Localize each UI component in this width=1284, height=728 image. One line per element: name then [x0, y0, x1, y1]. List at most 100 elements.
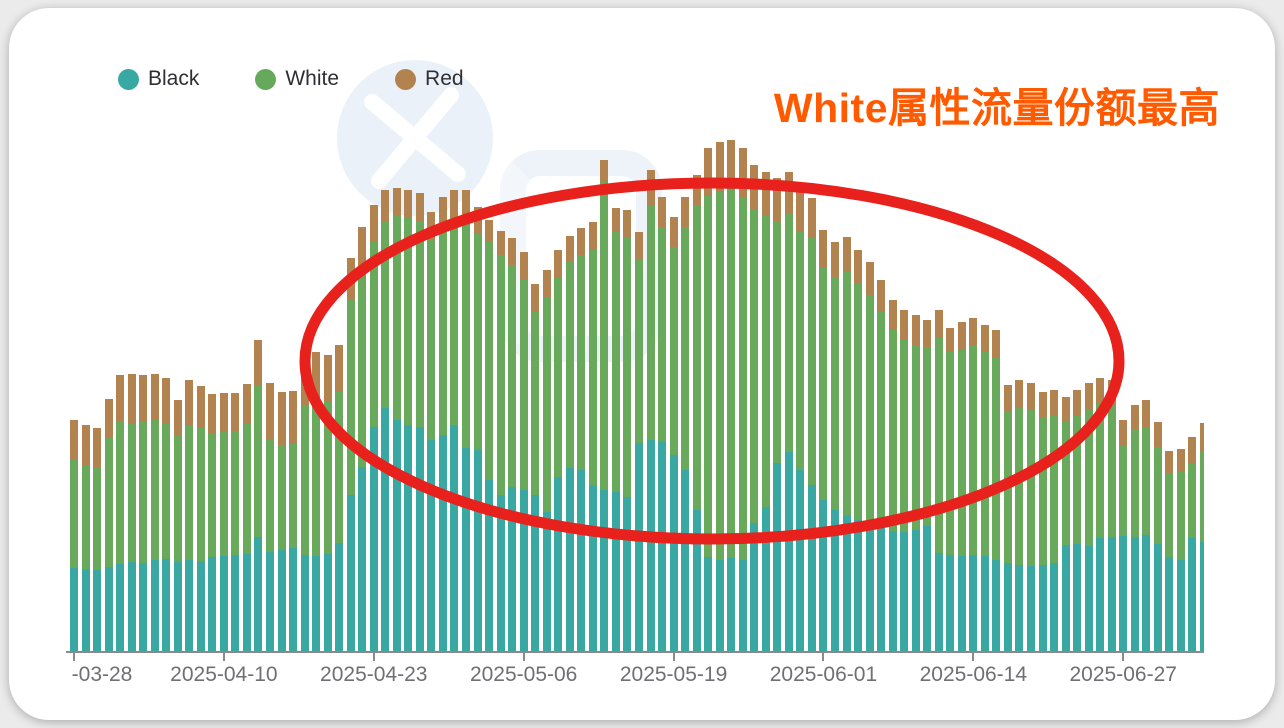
bar	[1176, 449, 1185, 652]
bar	[1119, 420, 1128, 652]
bar	[346, 258, 355, 652]
bar-segment-black	[588, 485, 597, 652]
bar-segment-black	[93, 570, 102, 652]
bar-segment-red	[669, 217, 678, 247]
bar-segment-white	[900, 340, 909, 532]
bar-segment-black	[761, 507, 770, 652]
bar-segment-white	[681, 227, 690, 470]
bar	[231, 393, 240, 652]
bar-segment-white	[104, 437, 113, 567]
bar-segment-black	[830, 510, 839, 652]
x-axis-tick	[822, 653, 825, 661]
bar-segment-white	[450, 217, 459, 425]
bar-segment-black	[600, 490, 609, 652]
legend-item-black[interactable]: Black	[118, 67, 199, 91]
bar-segment-black	[323, 554, 332, 652]
bar-segment-white	[588, 250, 597, 485]
bar-segment-black	[485, 480, 494, 652]
bar	[1130, 405, 1139, 652]
bar-segment-red	[1026, 383, 1035, 410]
bar-segment-white	[392, 216, 401, 420]
bar-segment-white	[1084, 410, 1093, 546]
bar-segment-black	[519, 490, 528, 652]
bar	[519, 252, 528, 652]
bar-segment-red	[704, 148, 713, 196]
bar-segment-black	[1142, 535, 1151, 652]
bar	[427, 212, 436, 652]
bar-segment-black	[462, 448, 471, 652]
bar-segment-black	[185, 560, 194, 652]
bar-segment-white	[150, 420, 159, 560]
bar-segment-red	[1176, 449, 1185, 472]
bar-segment-white	[1119, 445, 1128, 536]
bar-segment-red	[127, 374, 136, 424]
bar-segment-red	[923, 320, 932, 348]
bar-segment-black	[1073, 544, 1082, 652]
bar-segment-red	[116, 375, 125, 422]
bar-segment-white	[1199, 452, 1204, 542]
bar-segment-red	[727, 140, 736, 188]
bar-segment-white	[1096, 404, 1105, 538]
bar	[877, 280, 886, 652]
bar-segment-white	[842, 272, 851, 515]
bar-segment-white	[70, 460, 78, 568]
legend-dot-black-icon	[118, 68, 139, 90]
bar-segment-black	[1165, 557, 1174, 652]
bar	[1188, 437, 1197, 652]
bar-segment-red	[219, 393, 228, 432]
bar-segment-white	[1165, 473, 1174, 557]
bar-segment-black	[923, 526, 932, 652]
bar-segment-white	[496, 255, 505, 495]
annotation-title: White属性流量份额最高	[773, 85, 1220, 131]
bar-segment-black	[289, 548, 298, 652]
bar	[116, 375, 125, 652]
bar-segment-red	[819, 230, 828, 268]
bar-segment-red	[900, 310, 909, 340]
bar-segment-black	[450, 425, 459, 652]
x-axis-tick-label: 2025-05-19	[619, 663, 728, 686]
legend-item-white[interactable]: White	[255, 67, 339, 91]
bar-segment-red	[473, 207, 482, 233]
bar	[254, 340, 263, 652]
bar	[93, 428, 102, 652]
bar-segment-white	[438, 225, 447, 435]
bar-segment-white	[185, 425, 194, 560]
bar-segment-black	[1050, 563, 1059, 652]
legend-item-red[interactable]: Red	[395, 67, 464, 91]
bar	[1073, 390, 1082, 652]
bar-segment-red	[70, 420, 78, 460]
bar-segment-black	[888, 531, 897, 652]
bar	[1107, 380, 1116, 652]
x-axis-tick	[1122, 653, 1125, 661]
bar-segment-black	[70, 568, 78, 652]
bar-segment-red	[957, 322, 966, 350]
bar-segment-black	[807, 485, 816, 652]
bar-segment-white	[773, 221, 782, 463]
bar-segment-black	[1188, 538, 1197, 652]
x-axis-tick-label: 2025-04-23	[320, 663, 428, 686]
bar-segment-white	[508, 265, 517, 487]
bar	[738, 148, 747, 652]
bar-segment-red	[542, 270, 551, 298]
bar	[646, 170, 655, 652]
bar-segment-white	[577, 255, 586, 470]
bar	[335, 345, 344, 652]
bar-segment-red	[300, 360, 309, 405]
bar-segment-white	[807, 238, 816, 485]
bar-segment-black	[727, 558, 736, 652]
bar-segment-white	[565, 262, 574, 468]
bar	[934, 310, 943, 652]
bar-segment-black	[784, 452, 793, 652]
bar	[923, 320, 932, 652]
bar-segment-red	[508, 238, 517, 265]
bar-segment-red	[208, 394, 217, 433]
bar-segment-red	[588, 222, 597, 250]
bar-segment-red	[81, 425, 90, 465]
x-axis-tick-label: -03-28	[71, 663, 133, 686]
bar	[150, 374, 159, 652]
bar-segment-red	[807, 198, 816, 238]
bar	[1142, 400, 1151, 652]
bar-segment-white	[1130, 430, 1139, 537]
bar-segment-black	[704, 557, 713, 652]
